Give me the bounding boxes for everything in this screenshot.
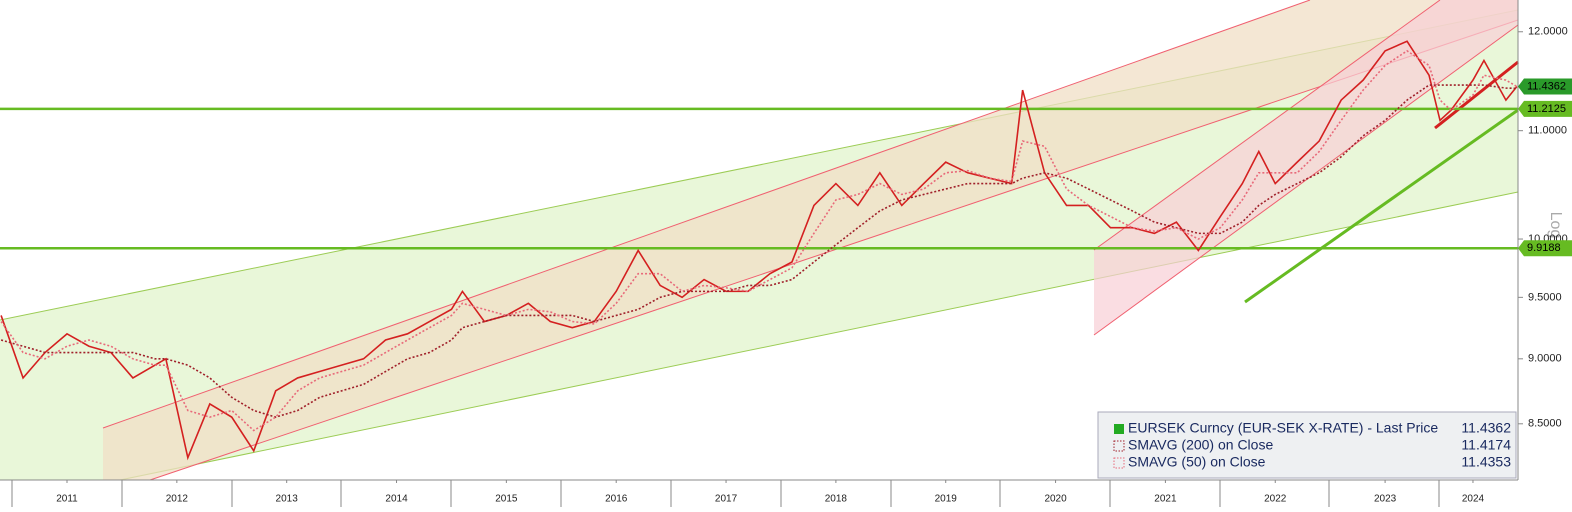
year-separators: [11, 480, 1440, 507]
legend-swatch: [1114, 424, 1124, 434]
y-tick-label: 9.5000: [1528, 291, 1562, 303]
x-tick-label: 2015: [495, 494, 518, 505]
legend-value: 11.4174: [1461, 437, 1511, 453]
x-tick-label: 2012: [166, 494, 189, 505]
last-price-label: 11.4362: [1527, 80, 1566, 92]
trend-line: [1244, 108, 1519, 304]
x-tick-label: 2022: [1264, 494, 1287, 505]
last-price-tag: [1518, 78, 1572, 95]
legend-swatch: [1113, 457, 1125, 469]
x-tick-label: 2016: [605, 494, 628, 505]
moving-average-line: [0, 49, 1518, 432]
y-tick-label: 12.0000: [1528, 26, 1568, 38]
y-tick-label: 9.0000: [1528, 353, 1562, 365]
x-tick-label: 2018: [825, 494, 848, 505]
legend-box: [1097, 411, 1517, 479]
pink-channel: [1094, 0, 1518, 335]
legend-name: SMAVG (50) on Close: [1128, 454, 1266, 470]
trend-line: [1434, 60, 1519, 130]
moving-average-line: [0, 84, 1517, 418]
channels: [0, 0, 1519, 481]
x-tick-label: 2021: [1154, 494, 1177, 505]
y-tick-label: 8.5000: [1528, 418, 1562, 430]
y-tick-label: 11.0000: [1528, 125, 1567, 137]
x-tick-label: 2017: [715, 494, 738, 505]
channel-line: [1093, 24, 1519, 336]
x-tick-label: 2024: [1462, 494, 1485, 505]
x-tick-label: 2011: [56, 494, 78, 505]
axis-scale-label: Log: [1547, 212, 1564, 239]
price-line: [0, 40, 1518, 461]
legend-name: SMAVG (200) on Close: [1128, 437, 1273, 453]
price-tag: [1518, 240, 1572, 257]
x-tick-label: 2023: [1374, 494, 1397, 505]
legend: EURSEK Curncy (EUR-SEK X-RATE) - Last Pr…: [1097, 411, 1517, 479]
legend-value: 11.4362: [1461, 420, 1511, 436]
x-tick-label: 2013: [276, 494, 299, 505]
price-tag-label: 9.9188: [1527, 242, 1561, 254]
channel-line: [119, 191, 1519, 481]
x-tick-label: 2014: [385, 494, 408, 505]
legend-value: 11.4353: [1461, 454, 1511, 470]
price-tag: [1518, 100, 1572, 117]
plot: [0, 40, 1518, 461]
legend-swatch: [1113, 440, 1125, 452]
x-tick-label: 2019: [935, 494, 958, 505]
x-tick-label: 2020: [1044, 494, 1067, 505]
legend-name: EURSEK Curncy (EUR-SEK X-RATE) - Last Pr…: [1128, 420, 1438, 436]
channel-line: [102, 0, 1311, 429]
channel-line: [1093, 0, 1441, 251]
price-tag-label: 11.2125: [1527, 103, 1566, 115]
channel-line: [149, 19, 1519, 481]
